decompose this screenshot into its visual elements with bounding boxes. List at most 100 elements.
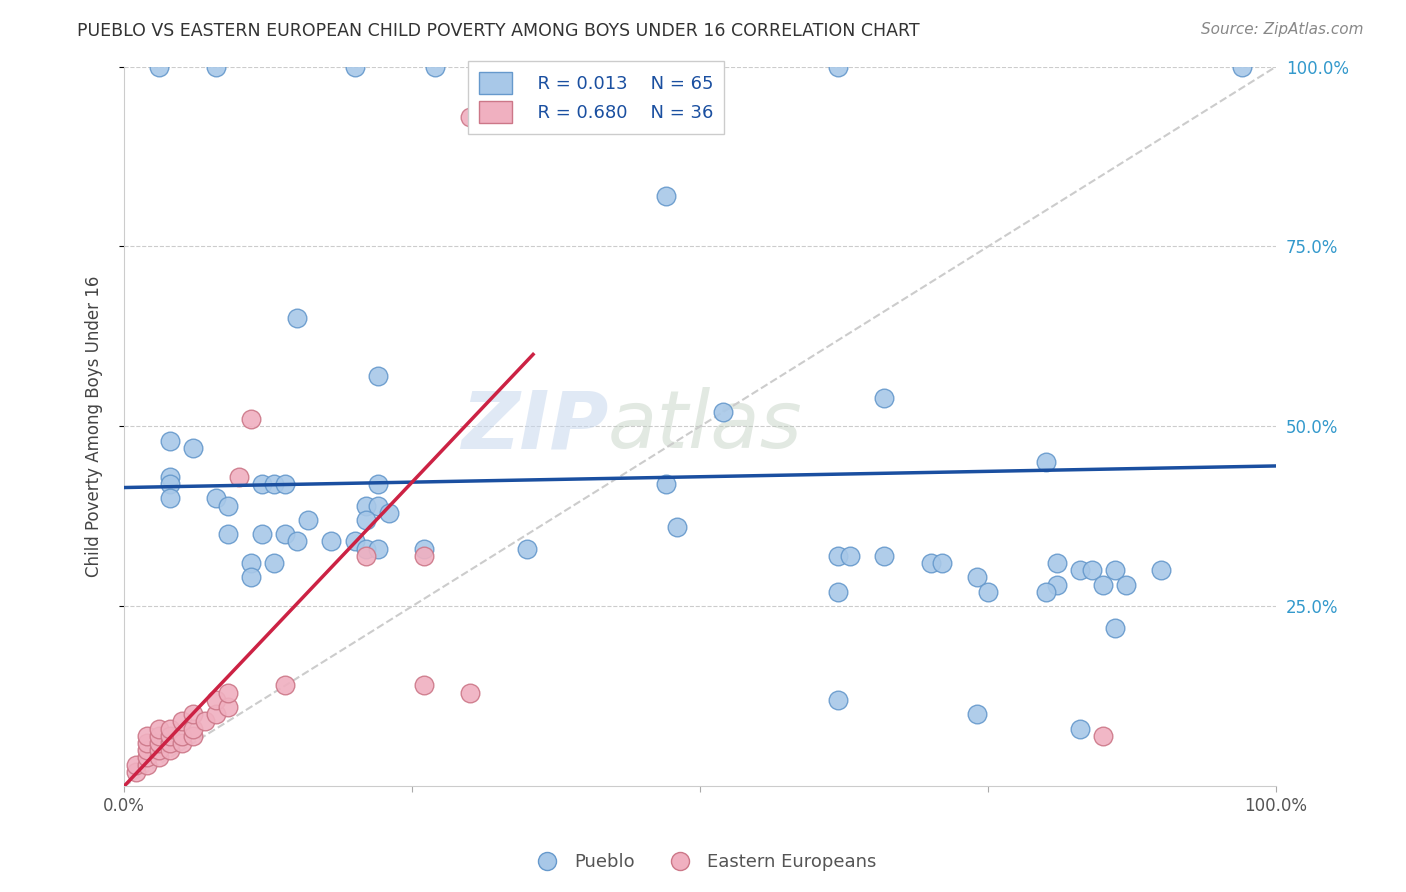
Point: [239, 570, 262, 584]
Point: [217, 685, 239, 699]
Point: [354, 513, 377, 527]
Point: [827, 693, 849, 707]
Point: [148, 722, 170, 736]
Point: [1081, 563, 1104, 577]
Point: [654, 477, 676, 491]
Legend:   R = 0.013    N = 65,   R = 0.680    N = 36: R = 0.013 N = 65, R = 0.680 N = 36: [468, 62, 724, 134]
Point: [205, 60, 228, 74]
Text: PUEBLO VS EASTERN EUROPEAN CHILD POVERTY AMONG BOYS UNDER 16 CORRELATION CHART: PUEBLO VS EASTERN EUROPEAN CHILD POVERTY…: [77, 22, 920, 40]
Point: [285, 311, 308, 326]
Point: [827, 549, 849, 563]
Point: [378, 506, 401, 520]
Point: [159, 434, 181, 448]
Point: [966, 707, 988, 722]
Point: [412, 549, 434, 563]
Point: [159, 729, 181, 743]
Point: [873, 549, 896, 563]
Point: [827, 60, 849, 74]
Point: [977, 585, 1000, 599]
Point: [412, 678, 434, 692]
Point: [654, 189, 676, 203]
Text: ZIP: ZIP: [461, 387, 607, 466]
Point: [711, 405, 734, 419]
Point: [458, 110, 481, 124]
Point: [274, 527, 297, 541]
Point: [367, 541, 389, 556]
Point: [838, 549, 860, 563]
Point: [148, 729, 170, 743]
Point: [148, 743, 170, 757]
Point: [1104, 563, 1126, 577]
Point: [343, 60, 366, 74]
Point: [181, 729, 204, 743]
Point: [159, 736, 181, 750]
Point: [1069, 563, 1091, 577]
Point: [873, 391, 896, 405]
Point: [159, 491, 181, 506]
Point: [148, 736, 170, 750]
Point: [205, 491, 228, 506]
Point: [1069, 722, 1091, 736]
Point: [205, 707, 228, 722]
Point: [425, 60, 447, 74]
Point: [228, 469, 250, 483]
Point: [1046, 556, 1069, 570]
Point: [194, 714, 217, 729]
Point: [966, 570, 988, 584]
Point: [274, 678, 297, 692]
Point: [136, 736, 159, 750]
Point: [136, 757, 159, 772]
Point: [931, 556, 953, 570]
Point: [354, 549, 377, 563]
Point: [1035, 585, 1057, 599]
Point: [159, 722, 181, 736]
Point: [458, 685, 481, 699]
Point: [1115, 577, 1137, 591]
Point: [181, 441, 204, 455]
Point: [1150, 563, 1173, 577]
Point: [124, 764, 146, 779]
Point: [1035, 455, 1057, 469]
Y-axis label: Child Poverty Among Boys Under 16: Child Poverty Among Boys Under 16: [86, 276, 103, 577]
Point: [367, 369, 389, 384]
Point: [252, 527, 274, 541]
Point: [1104, 621, 1126, 635]
Point: [1230, 60, 1253, 74]
Point: [170, 736, 193, 750]
Point: [239, 556, 262, 570]
Point: [148, 750, 170, 764]
Legend: Pueblo, Eastern Europeans: Pueblo, Eastern Europeans: [522, 847, 884, 879]
Point: [1046, 577, 1069, 591]
Point: [367, 499, 389, 513]
Point: [170, 714, 193, 729]
Point: [1092, 577, 1115, 591]
Point: [252, 477, 274, 491]
Point: [263, 477, 285, 491]
Point: [148, 60, 170, 74]
Text: Source: ZipAtlas.com: Source: ZipAtlas.com: [1201, 22, 1364, 37]
Point: [527, 60, 550, 74]
Point: [263, 556, 285, 570]
Point: [217, 499, 239, 513]
Point: [666, 520, 689, 534]
Point: [136, 743, 159, 757]
Point: [136, 750, 159, 764]
Point: [217, 700, 239, 714]
Point: [274, 477, 297, 491]
Point: [159, 477, 181, 491]
Point: [181, 722, 204, 736]
Point: [285, 534, 308, 549]
Point: [367, 477, 389, 491]
Point: [412, 541, 434, 556]
Point: [354, 541, 377, 556]
Point: [181, 707, 204, 722]
Point: [136, 729, 159, 743]
Point: [516, 541, 538, 556]
Point: [159, 469, 181, 483]
Point: [354, 499, 377, 513]
Point: [159, 743, 181, 757]
Point: [124, 757, 146, 772]
Point: [1092, 729, 1115, 743]
Point: [239, 412, 262, 426]
Text: atlas: atlas: [607, 387, 803, 466]
